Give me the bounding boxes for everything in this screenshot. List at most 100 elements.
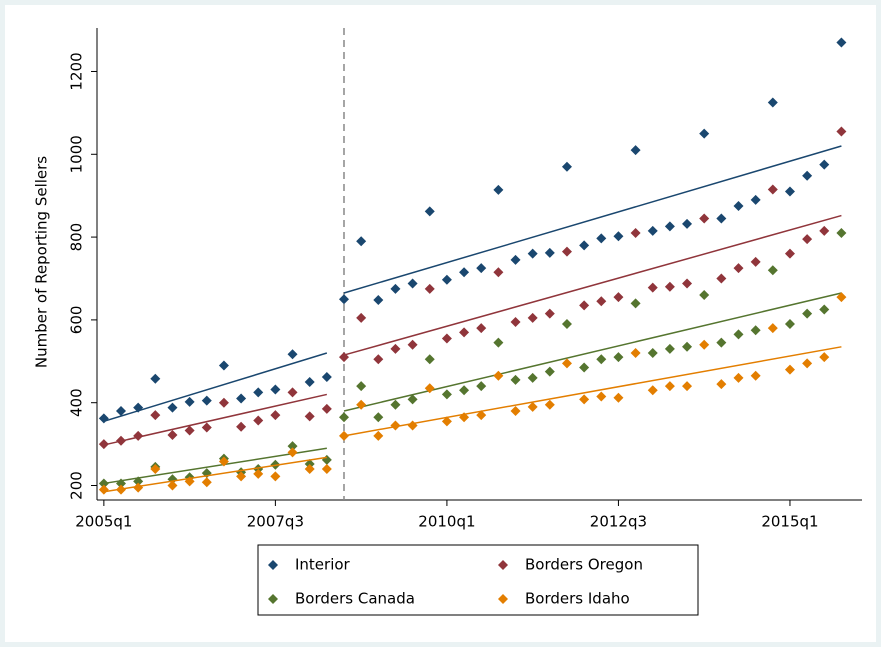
point xyxy=(321,372,332,383)
point xyxy=(304,377,315,387)
point xyxy=(407,420,418,431)
point xyxy=(201,477,212,488)
fit-line xyxy=(343,346,842,437)
point xyxy=(424,383,435,394)
point xyxy=(699,213,710,224)
point xyxy=(561,161,572,172)
point xyxy=(802,308,813,319)
point xyxy=(836,292,847,303)
legend xyxy=(257,544,699,616)
point xyxy=(304,411,315,422)
point xyxy=(441,389,452,400)
point xyxy=(596,391,607,402)
point xyxy=(287,349,298,360)
point xyxy=(407,278,418,289)
y-tick-label: 1000 xyxy=(68,135,86,173)
point xyxy=(682,341,693,352)
point xyxy=(116,405,127,416)
point xyxy=(390,343,401,354)
point xyxy=(630,348,641,359)
point xyxy=(424,354,435,365)
point xyxy=(218,456,229,467)
point xyxy=(544,366,555,377)
point xyxy=(167,402,178,413)
point xyxy=(767,323,778,334)
point xyxy=(441,274,452,285)
legend-label: Interior xyxy=(295,556,351,574)
point xyxy=(613,292,624,303)
point xyxy=(561,319,572,330)
point xyxy=(441,416,452,427)
point xyxy=(407,394,418,405)
point xyxy=(236,471,247,482)
point xyxy=(459,327,470,338)
point xyxy=(493,337,504,348)
point xyxy=(647,225,658,236)
point xyxy=(98,478,109,489)
point xyxy=(133,402,144,413)
point xyxy=(287,387,298,398)
point xyxy=(544,399,555,410)
point xyxy=(493,267,504,278)
point xyxy=(390,283,401,294)
point xyxy=(493,370,504,381)
point xyxy=(802,358,813,369)
point xyxy=(579,394,590,405)
point xyxy=(613,352,624,363)
point xyxy=(356,399,367,410)
legend-label: Borders Idaho xyxy=(525,590,630,608)
point xyxy=(561,358,572,369)
y-tick-label: 800 xyxy=(68,223,86,252)
point xyxy=(236,421,247,432)
point xyxy=(716,337,727,348)
point xyxy=(767,184,778,195)
legend-marker xyxy=(268,594,278,604)
point xyxy=(373,412,384,423)
point xyxy=(699,339,710,350)
point xyxy=(236,393,247,404)
point xyxy=(476,323,487,334)
y-axis-title: Number of Reporting Sellers xyxy=(33,156,51,368)
point xyxy=(767,97,778,108)
point xyxy=(647,385,658,396)
point xyxy=(750,325,761,336)
point xyxy=(613,392,624,403)
point xyxy=(527,372,538,383)
point xyxy=(664,343,675,354)
legend-marker xyxy=(498,594,508,604)
point xyxy=(253,415,264,426)
point xyxy=(459,412,470,423)
point xyxy=(819,225,830,236)
point xyxy=(784,319,795,330)
point xyxy=(116,435,127,446)
point xyxy=(459,267,470,278)
point xyxy=(133,476,144,487)
point xyxy=(373,295,384,306)
point xyxy=(338,430,349,441)
legend-marker xyxy=(268,560,278,570)
point xyxy=(784,364,795,375)
point xyxy=(510,405,521,416)
plot-background xyxy=(5,5,876,642)
fit-line xyxy=(103,352,328,423)
point xyxy=(664,281,675,292)
point xyxy=(596,296,607,307)
point xyxy=(664,381,675,392)
point xyxy=(424,283,435,294)
point xyxy=(133,482,144,493)
point xyxy=(682,218,693,229)
point xyxy=(287,447,298,458)
point xyxy=(544,247,555,258)
point xyxy=(750,194,761,205)
point xyxy=(270,410,281,421)
point xyxy=(836,227,847,238)
point xyxy=(647,348,658,359)
point xyxy=(767,265,778,276)
point xyxy=(150,373,161,384)
point xyxy=(390,399,401,410)
point xyxy=(201,422,212,433)
y-tick-label: 600 xyxy=(68,306,86,335)
point xyxy=(270,384,281,395)
